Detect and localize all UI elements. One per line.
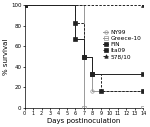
Legend: NY99, Greece-10, FIN, Ita09, 578/10: NY99, Greece-10, FIN, Ita09, 578/10	[102, 29, 142, 60]
X-axis label: Days postinoculation: Days postinoculation	[47, 117, 121, 124]
Y-axis label: % survival: % survival	[3, 38, 9, 75]
